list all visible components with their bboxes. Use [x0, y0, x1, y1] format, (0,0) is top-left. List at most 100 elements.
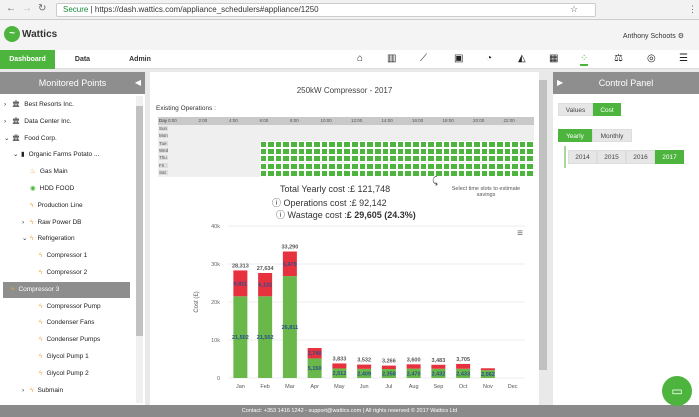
- time-slot[interactable]: [526, 162, 534, 170]
- time-slot[interactable]: [427, 140, 435, 148]
- time-slot[interactable]: [495, 162, 504, 170]
- caret-right-icon[interactable]: ›: [22, 218, 25, 226]
- time-slot[interactable]: [335, 140, 344, 148]
- time-slot[interactable]: [503, 140, 512, 148]
- back-icon[interactable]: ←: [6, 3, 16, 14]
- tab-dashboard[interactable]: Dashboard: [0, 50, 55, 69]
- time-slot[interactable]: [335, 155, 344, 163]
- time-slot[interactable]: [503, 169, 512, 178]
- time-slot[interactable]: [373, 169, 382, 178]
- time-slot[interactable]: [480, 162, 489, 170]
- time-slot[interactable]: [503, 155, 512, 163]
- caret-down-icon[interactable]: ⌄: [13, 151, 19, 159]
- time-slot[interactable]: [290, 169, 298, 178]
- scheduler-icon[interactable]: ⁘: [580, 53, 589, 66]
- menu-icon[interactable]: ⋮: [688, 4, 697, 14]
- time-slot[interactable]: [412, 155, 420, 163]
- schedule-grid[interactable]: Day 0:00 2:00 4:00 6:00 8:00 10:00 12:00 14:00 16…: [158, 117, 534, 178]
- time-slot[interactable]: [518, 140, 527, 148]
- tree-item[interactable]: ⌄ ▮ Organic Farms Potato ...: [13, 147, 99, 163]
- time-slot[interactable]: [282, 147, 290, 156]
- time-slot[interactable]: [305, 162, 313, 170]
- tree-item[interactable]: ϟ Glycol Pump 1: [31, 349, 89, 365]
- area-chart-icon[interactable]: ◭: [518, 53, 526, 64]
- year-2015[interactable]: 2015: [597, 150, 626, 164]
- time-slot[interactable]: [396, 140, 405, 148]
- time-slot[interactable]: [358, 140, 367, 148]
- time-slot[interactable]: [511, 147, 519, 156]
- time-slot[interactable]: [282, 140, 290, 148]
- time-slot[interactable]: [465, 140, 473, 148]
- database-icon[interactable]: ☰: [679, 53, 688, 64]
- tree-item[interactable]: ◉ HDD FOOD: [22, 181, 74, 197]
- time-slot[interactable]: [465, 169, 473, 178]
- time-slot[interactable]: [434, 140, 443, 148]
- time-slot[interactable]: [450, 169, 458, 178]
- time-slot[interactable]: [488, 140, 496, 148]
- tree-item[interactable]: ϟ Condenser Fans: [31, 315, 95, 331]
- time-slot[interactable]: [442, 147, 451, 156]
- time-slot[interactable]: [297, 162, 306, 170]
- time-slot[interactable]: [366, 140, 374, 148]
- time-slot[interactable]: [358, 147, 367, 156]
- chat-button[interactable]: ▭: [662, 376, 692, 406]
- sidebar-scrollbar[interactable]: [136, 96, 143, 403]
- time-slot[interactable]: [434, 162, 443, 170]
- time-slot[interactable]: [526, 147, 534, 156]
- time-slot[interactable]: [412, 162, 420, 170]
- time-slot[interactable]: [480, 140, 489, 148]
- time-slot[interactable]: [373, 147, 382, 156]
- time-slot[interactable]: [358, 155, 367, 163]
- main-scrollbar[interactable]: [539, 72, 547, 405]
- time-slot[interactable]: [473, 147, 481, 156]
- tree-item[interactable]: › ϟ Submain: [22, 383, 63, 399]
- tree-item[interactable]: › 🏛 Data Center Inc.: [4, 114, 72, 130]
- time-slot[interactable]: [442, 140, 451, 148]
- time-slot[interactable]: [419, 169, 428, 178]
- time-slot[interactable]: [381, 147, 390, 156]
- time-slot[interactable]: [343, 162, 351, 170]
- time-slot[interactable]: [511, 169, 519, 178]
- time-slot[interactable]: [427, 162, 435, 170]
- time-slot[interactable]: [297, 140, 306, 148]
- time-slot[interactable]: [267, 169, 275, 178]
- time-slot[interactable]: [259, 169, 268, 178]
- time-slot[interactable]: [335, 162, 344, 170]
- time-slot[interactable]: [457, 140, 466, 148]
- time-slot[interactable]: [282, 169, 290, 178]
- reload-icon[interactable]: ↻: [38, 3, 47, 14]
- info-icon[interactable]: ⓘ: [272, 198, 282, 208]
- time-slot[interactable]: [427, 147, 435, 156]
- time-slot[interactable]: [480, 169, 489, 178]
- tree-item[interactable]: › ϟ Raw Power DB: [22, 215, 82, 231]
- time-slot[interactable]: [495, 169, 504, 178]
- time-slot[interactable]: [381, 162, 390, 170]
- time-slot[interactable]: [351, 162, 359, 170]
- time-slot[interactable]: [419, 162, 428, 170]
- star-icon[interactable]: ☆: [570, 4, 579, 14]
- time-slot[interactable]: [389, 147, 397, 156]
- forward-icon[interactable]: →: [22, 3, 32, 14]
- year-2014[interactable]: 2014: [568, 150, 597, 164]
- time-slot[interactable]: [495, 140, 504, 148]
- tree-item[interactable]: ϟ Glycol Pump 2: [31, 366, 89, 382]
- time-slot[interactable]: [526, 169, 534, 178]
- time-slot[interactable]: [389, 155, 397, 163]
- time-slot[interactable]: [511, 140, 519, 148]
- time-slot[interactable]: [526, 155, 534, 163]
- time-slot[interactable]: [259, 147, 268, 156]
- tree-item[interactable]: ϟ Production Line: [22, 198, 83, 214]
- time-slot[interactable]: [518, 162, 527, 170]
- time-slot[interactable]: [488, 147, 496, 156]
- time-slot[interactable]: [412, 169, 420, 178]
- time-slot[interactable]: [473, 155, 481, 163]
- time-slot[interactable]: [465, 147, 473, 156]
- time-slot[interactable]: [518, 147, 527, 156]
- time-slot[interactable]: [381, 169, 390, 178]
- time-slot[interactable]: [373, 140, 382, 148]
- time-slot[interactable]: [297, 147, 306, 156]
- time-slot[interactable]: [282, 162, 290, 170]
- time-slot[interactable]: [366, 147, 374, 156]
- time-slot[interactable]: [473, 162, 481, 170]
- grid-icon[interactable]: ▦: [549, 53, 559, 64]
